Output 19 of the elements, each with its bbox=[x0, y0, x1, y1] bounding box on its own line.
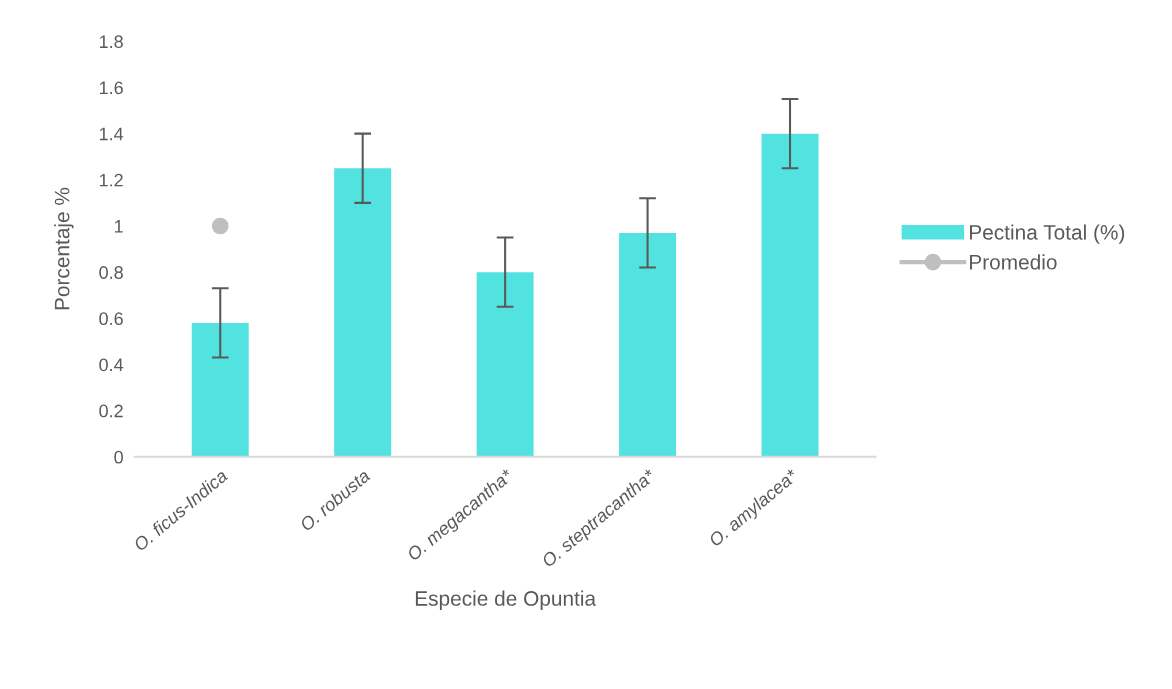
y-tick-label: 1.2 bbox=[99, 173, 123, 187]
y-tick-label: 0.2 bbox=[99, 404, 123, 418]
bar bbox=[334, 168, 392, 457]
y-tick-label: 1.4 bbox=[99, 127, 124, 141]
y-tick-label: 0.8 bbox=[99, 266, 123, 279]
legend-label: Promedio bbox=[970, 254, 1057, 270]
y-tick-label: 0 bbox=[114, 450, 123, 464]
bar bbox=[476, 272, 534, 457]
bar bbox=[619, 232, 677, 457]
y-tick-label: 0.4 bbox=[99, 358, 124, 372]
y-tick-label: 1.6 bbox=[99, 81, 123, 95]
x-axis-title: Especie de Opuntia bbox=[415, 590, 597, 610]
y-tick-label: 1 bbox=[115, 220, 123, 233]
bar bbox=[191, 322, 249, 457]
y-tick-label: 1.8 bbox=[99, 35, 123, 49]
y-tick-label: 0.6 bbox=[99, 312, 123, 326]
y-axis-title: Porcentaje % bbox=[54, 187, 74, 310]
legend-label: Pectina Total (%) bbox=[970, 224, 1125, 244]
bar bbox=[761, 133, 819, 457]
